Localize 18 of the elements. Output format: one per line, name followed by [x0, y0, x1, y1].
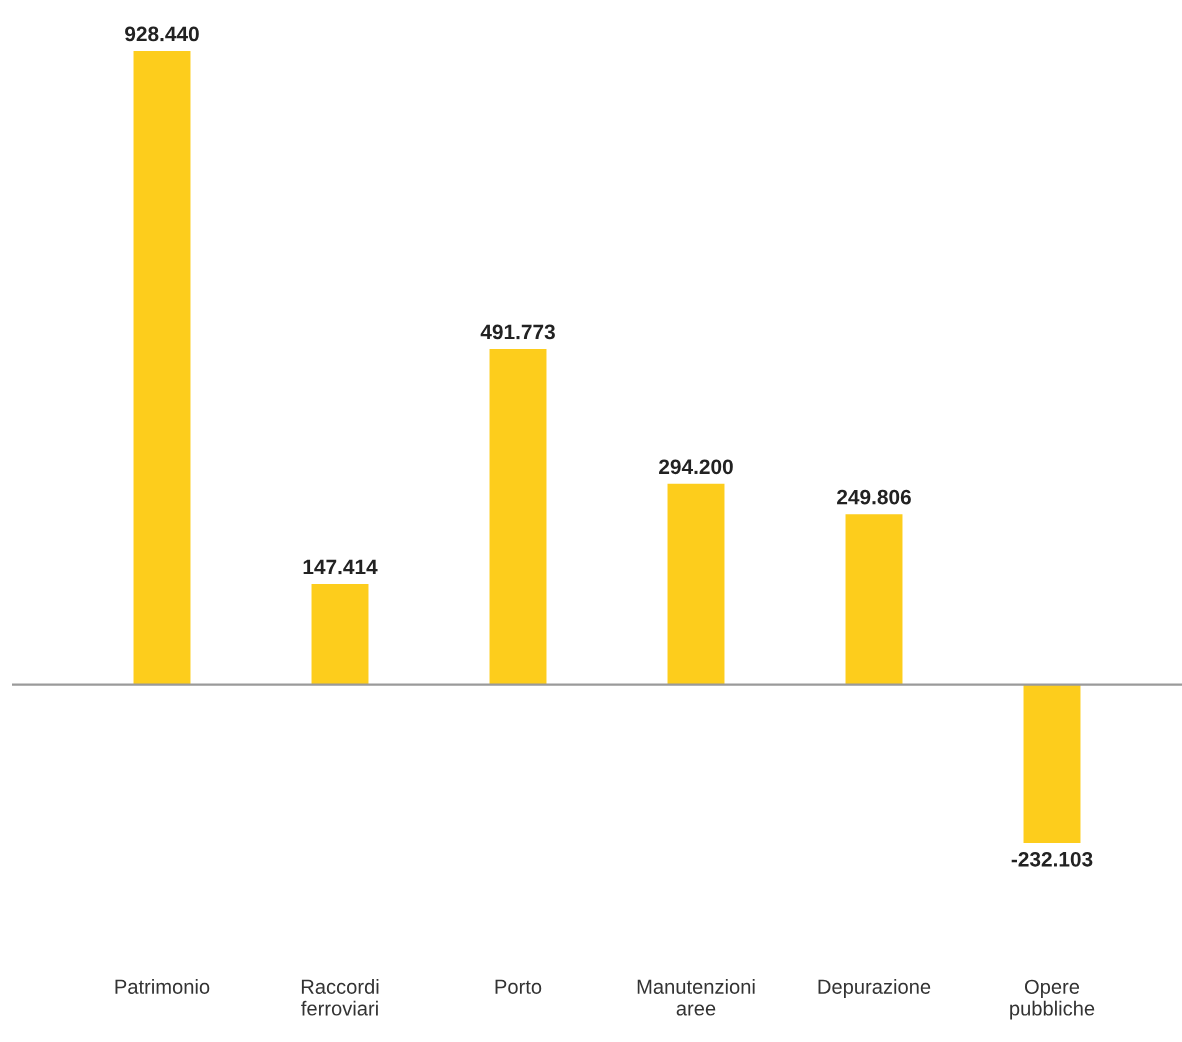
- bar: [845, 514, 903, 685]
- x-tick-label: Patrimonio: [115, 979, 210, 994]
- data-label: -232.103: [1011, 851, 1093, 867]
- bar: [133, 51, 191, 685]
- data-label: 294.200: [659, 459, 733, 475]
- x-tick-label: Manutenzioni aree: [637, 979, 755, 1016]
- data-label: 928.440: [125, 26, 199, 42]
- x-tick-label: Opere pubbliche: [1010, 979, 1095, 1020]
- data-label: 147.414: [303, 559, 378, 575]
- x-tick-label: Depurazione: [818, 979, 931, 998]
- bar: [489, 349, 547, 685]
- x-tick-label: Raccordi ferroviari: [301, 979, 379, 1016]
- bar: [1023, 684, 1081, 843]
- data-label: 249.806: [837, 489, 911, 505]
- bar: [667, 483, 725, 685]
- x-tick-label: Porto: [495, 979, 542, 994]
- data-label: 491.773: [480, 324, 555, 340]
- bar: [311, 584, 369, 685]
